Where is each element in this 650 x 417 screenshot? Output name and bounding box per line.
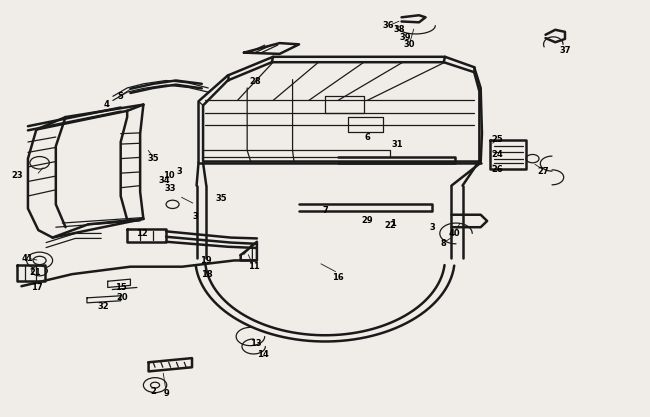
Text: 1: 1 (390, 219, 396, 228)
Text: 8: 8 (440, 239, 446, 249)
Text: 3: 3 (192, 212, 198, 221)
Text: 25: 25 (491, 136, 502, 144)
Text: 3: 3 (429, 223, 435, 232)
Circle shape (32, 266, 47, 276)
Text: 32: 32 (98, 301, 109, 311)
Text: 22: 22 (384, 221, 396, 231)
Text: 34: 34 (159, 176, 170, 185)
Text: 37: 37 (559, 46, 571, 55)
Circle shape (526, 154, 539, 163)
Text: 9: 9 (163, 389, 169, 398)
Circle shape (33, 256, 46, 265)
Text: 16: 16 (332, 273, 344, 281)
Text: 10: 10 (164, 171, 175, 180)
Text: 18: 18 (201, 271, 213, 279)
Text: 31: 31 (392, 140, 404, 148)
Text: 21: 21 (29, 269, 41, 277)
Text: 39: 39 (400, 33, 411, 42)
Text: 28: 28 (249, 77, 261, 86)
Text: 6: 6 (364, 133, 370, 142)
Text: 19: 19 (200, 256, 211, 265)
Text: 4: 4 (103, 100, 109, 109)
Text: 3: 3 (176, 167, 182, 176)
Text: 5: 5 (118, 92, 124, 101)
Text: 29: 29 (361, 216, 373, 226)
Text: 23: 23 (11, 171, 23, 180)
Text: 17: 17 (31, 283, 42, 292)
Text: 35: 35 (148, 154, 160, 163)
Circle shape (30, 156, 49, 169)
Text: 38: 38 (393, 25, 405, 34)
Text: 33: 33 (164, 184, 176, 193)
Text: 24: 24 (491, 150, 502, 159)
Text: 7: 7 (322, 206, 328, 215)
Text: 26: 26 (491, 165, 502, 173)
Text: 12: 12 (136, 229, 148, 238)
Text: 13: 13 (250, 339, 261, 348)
Text: 40: 40 (449, 229, 461, 238)
Circle shape (166, 200, 179, 208)
Circle shape (27, 252, 53, 269)
Text: 14: 14 (257, 350, 269, 359)
Text: 30: 30 (404, 40, 415, 49)
Circle shape (151, 382, 160, 388)
Text: 36: 36 (383, 21, 395, 30)
Text: 20: 20 (116, 293, 128, 302)
Text: 15: 15 (115, 283, 127, 292)
Text: 27: 27 (538, 167, 549, 176)
Text: 35: 35 (215, 193, 227, 203)
Text: 41: 41 (22, 254, 34, 263)
Text: 2: 2 (150, 387, 156, 396)
Text: 11: 11 (248, 262, 259, 271)
Circle shape (144, 378, 167, 393)
